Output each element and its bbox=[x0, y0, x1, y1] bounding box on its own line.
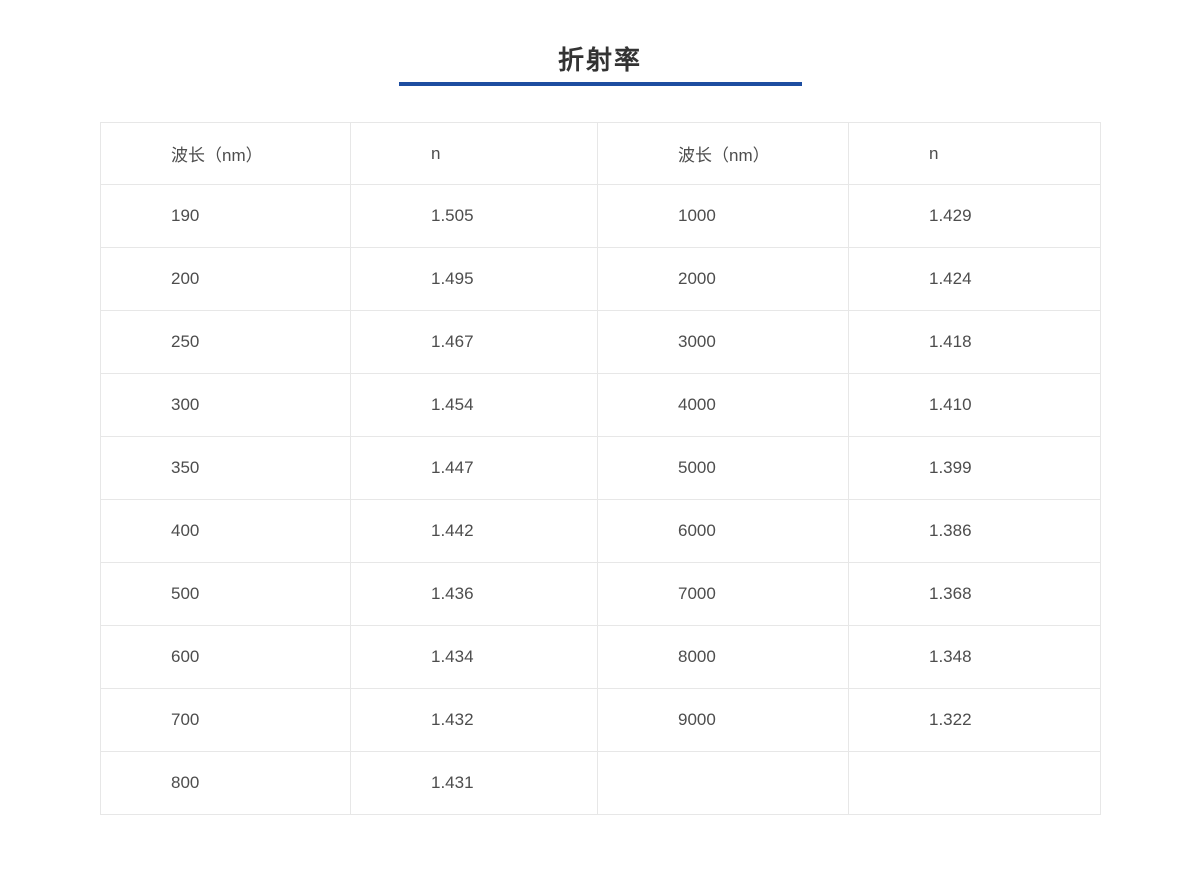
table-row: 200 1.495 2000 1.424 bbox=[100, 247, 1101, 311]
table-cell: 800 bbox=[100, 751, 351, 815]
table-cell: 200 bbox=[100, 247, 351, 311]
column-header-n-1: n bbox=[350, 122, 598, 185]
table-cell: 9000 bbox=[597, 688, 849, 752]
table-cell: 1.447 bbox=[350, 436, 598, 500]
table-row: 190 1.505 1000 1.429 bbox=[100, 184, 1101, 248]
table-row: 800 1.431 bbox=[100, 751, 1101, 815]
table-cell: 1.442 bbox=[350, 499, 598, 563]
table-cell: 1.434 bbox=[350, 625, 598, 689]
table-cell bbox=[848, 751, 1101, 815]
table-row: 400 1.442 6000 1.386 bbox=[100, 499, 1101, 563]
table-cell: 250 bbox=[100, 310, 351, 374]
table-header-row: 波长（nm） n 波长（nm） n bbox=[100, 122, 1101, 185]
column-header-wavelength-2: 波长（nm） bbox=[597, 122, 849, 185]
table-row: 600 1.434 8000 1.348 bbox=[100, 625, 1101, 689]
table-cell: 600 bbox=[100, 625, 351, 689]
table-cell: 1.467 bbox=[350, 310, 598, 374]
table-cell: 400 bbox=[100, 499, 351, 563]
table-cell: 1.436 bbox=[350, 562, 598, 626]
table-row: 300 1.454 4000 1.410 bbox=[100, 373, 1101, 437]
refractive-index-table: 波长（nm） n 波长（nm） n 190 1.505 1000 1.429 2… bbox=[100, 122, 1101, 815]
table-cell: 300 bbox=[100, 373, 351, 437]
table-cell: 5000 bbox=[597, 436, 849, 500]
table-cell: 1.495 bbox=[350, 247, 598, 311]
table-cell: 8000 bbox=[597, 625, 849, 689]
table-cell: 1.399 bbox=[848, 436, 1101, 500]
column-header-n-2: n bbox=[848, 122, 1101, 185]
section-header: 折射率 bbox=[0, 0, 1200, 86]
table-cell: 1.431 bbox=[350, 751, 598, 815]
table-cell: 1.429 bbox=[848, 184, 1101, 248]
table-cell: 1.368 bbox=[848, 562, 1101, 626]
table-row: 250 1.467 3000 1.418 bbox=[100, 310, 1101, 374]
table-row: 500 1.436 7000 1.368 bbox=[100, 562, 1101, 626]
table-cell: 1.454 bbox=[350, 373, 598, 437]
page-title: 折射率 bbox=[557, 45, 642, 75]
table-row: 700 1.432 9000 1.322 bbox=[100, 688, 1101, 752]
table-cell: 1.348 bbox=[848, 625, 1101, 689]
table-cell: 7000 bbox=[597, 562, 849, 626]
table-cell: 500 bbox=[100, 562, 351, 626]
table-cell: 1.410 bbox=[848, 373, 1101, 437]
column-header-wavelength-1: 波长（nm） bbox=[100, 122, 351, 185]
table-container: 波长（nm） n 波长（nm） n 190 1.505 1000 1.429 2… bbox=[100, 122, 1101, 815]
table-cell: 1.418 bbox=[848, 310, 1101, 374]
table-cell: 1.386 bbox=[848, 499, 1101, 563]
table-cell: 700 bbox=[100, 688, 351, 752]
table-cell: 1000 bbox=[597, 184, 849, 248]
table-cell: 4000 bbox=[597, 373, 849, 437]
table-cell: 1.424 bbox=[848, 247, 1101, 311]
table-cell: 1.322 bbox=[848, 688, 1101, 752]
table-cell: 1.505 bbox=[350, 184, 598, 248]
table-cell bbox=[597, 751, 849, 815]
table-row: 350 1.447 5000 1.399 bbox=[100, 436, 1101, 500]
table-cell: 3000 bbox=[597, 310, 849, 374]
table-cell: 2000 bbox=[597, 247, 849, 311]
table-cell: 1.432 bbox=[350, 688, 598, 752]
table-cell: 350 bbox=[100, 436, 351, 500]
title-underline-decoration bbox=[398, 82, 802, 86]
table-cell: 6000 bbox=[597, 499, 849, 563]
table-cell: 190 bbox=[100, 184, 351, 248]
